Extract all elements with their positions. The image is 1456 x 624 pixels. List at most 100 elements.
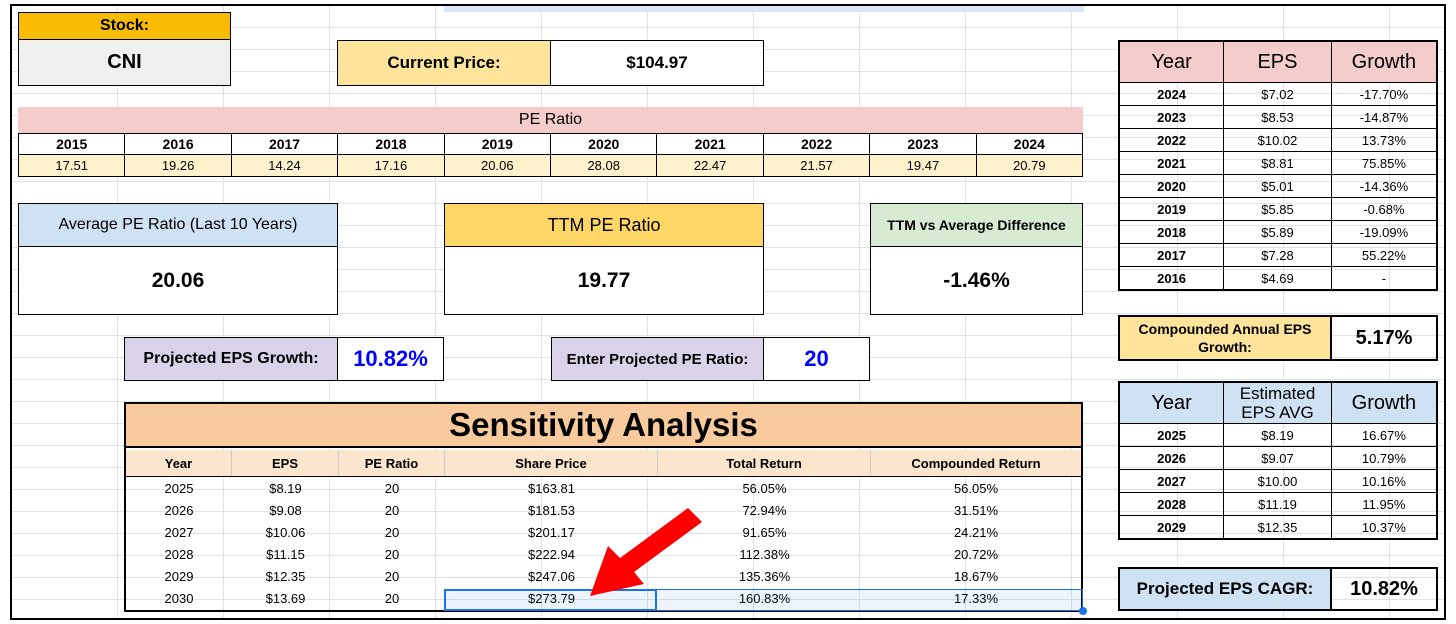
table-cell[interactable]: $7.28 [1223, 243, 1332, 267]
table-cell[interactable]: $10.02 [1223, 128, 1332, 152]
table-cell[interactable]: 10.79% [1330, 446, 1438, 470]
sensitivity-cell[interactable]: 18.67% [953, 568, 999, 584]
stock-ticker[interactable]: CNI [18, 40, 231, 86]
ttm-pe-value[interactable]: 19.77 [444, 247, 764, 315]
sensitivity-cell[interactable]: 20 [384, 524, 400, 540]
table-cell[interactable]: 2016 [1118, 266, 1225, 291]
table-cell[interactable]: 16.67% [1330, 423, 1438, 447]
sensitivity-cell[interactable]: 17.33% [953, 590, 999, 606]
table-cell[interactable]: 2022 [1118, 128, 1225, 152]
table-cell[interactable]: $9.07 [1223, 446, 1332, 470]
pe-value-cell[interactable]: 28.08 [551, 155, 658, 177]
table-cell[interactable]: $12.35 [1223, 515, 1332, 540]
sensitivity-cell[interactable]: 56.05% [953, 480, 999, 496]
sensitivity-cell[interactable]: $10.06 [265, 524, 306, 540]
sensitivity-cell[interactable]: $9.08 [269, 502, 302, 518]
sensitivity-cell[interactable]: $11.15 [266, 546, 305, 562]
table-cell[interactable]: $11.19 [1223, 492, 1332, 516]
sensitivity-cell[interactable]: 20.72% [953, 546, 999, 562]
sensitivity-cell[interactable]: 20 [384, 502, 400, 518]
table-cell[interactable]: - [1330, 266, 1438, 291]
table-header-cell: Growth [1330, 40, 1438, 83]
table-cell[interactable]: -0.68% [1330, 197, 1438, 221]
pe-value-cell[interactable]: 17.16 [338, 155, 445, 177]
table-cell[interactable]: $10.00 [1223, 469, 1332, 493]
pe-value-cell[interactable]: 22.47 [657, 155, 764, 177]
sensitivity-cell[interactable]: 2026 [164, 502, 194, 518]
sensitivity-cell[interactable]: 20 [384, 568, 400, 584]
table-cell[interactable]: $5.89 [1223, 220, 1332, 244]
sensitivity-cell[interactable]: $181.53 [528, 502, 575, 518]
table-cell[interactable]: 11.95% [1330, 492, 1438, 516]
table-cell[interactable]: 55.22% [1330, 243, 1438, 267]
sensitivity-cell[interactable]: $247.06 [528, 568, 575, 584]
table-cell[interactable]: 10.37% [1330, 515, 1438, 540]
sensitivity-cell[interactable]: 20 [384, 480, 400, 496]
sensitivity-cell[interactable]: 160.83% [738, 590, 791, 606]
sensitivity-cell[interactable]: 56.05% [742, 480, 787, 496]
cagr-eps-value[interactable]: 5.17% [1355, 326, 1413, 349]
table-cell[interactable]: 2019 [1118, 197, 1225, 221]
table-cell[interactable]: 2025 [1118, 423, 1225, 447]
pe-value-cell[interactable]: 19.26 [125, 155, 232, 177]
table-cell[interactable]: $8.53 [1223, 105, 1332, 129]
selected-cell[interactable] [444, 589, 657, 611]
table-cell[interactable]: $8.19 [1223, 423, 1332, 447]
pe-value-cell[interactable]: 20.06 [444, 155, 552, 177]
pe-value-cell[interactable]: 14.24 [231, 155, 339, 177]
sensitivity-cell[interactable]: 24.21% [953, 524, 999, 540]
table-cell[interactable]: 2020 [1118, 174, 1225, 198]
sensitivity-cell[interactable]: $163.81 [528, 480, 575, 496]
table-cell[interactable]: 2026 [1118, 446, 1225, 470]
sensitivity-cell[interactable]: 135.36% [738, 568, 791, 584]
table-cell[interactable]: $4.69 [1223, 266, 1332, 291]
sensitivity-cell[interactable]: 2027 [164, 524, 194, 540]
pe-value-cell[interactable]: 17.51 [18, 155, 126, 177]
sensitivity-cell[interactable]: 91.65% [742, 524, 787, 540]
table-cell[interactable]: $5.01 [1223, 174, 1332, 198]
table-cell[interactable]: -14.87% [1330, 105, 1438, 129]
current-price-value[interactable]: $104.97 [551, 40, 764, 86]
sensitivity-cell[interactable]: 31.51% [953, 502, 999, 518]
table-cell[interactable]: 10.16% [1330, 469, 1438, 493]
sensitivity-cell[interactable]: 20 [384, 590, 400, 606]
projected-eps-growth-value[interactable]: 10.82% [338, 337, 444, 381]
sensitivity-cell[interactable]: 2029 [164, 568, 194, 584]
table-cell[interactable]: 2027 [1118, 469, 1225, 493]
table-cell[interactable]: 2023 [1118, 105, 1225, 129]
table-cell[interactable]: -19.09% [1330, 220, 1438, 244]
projected-pe-input[interactable]: 20 [764, 337, 870, 381]
sensitivity-cell[interactable]: 112.38% [739, 546, 790, 562]
sensitivity-cell[interactable]: 72.94% [742, 502, 787, 518]
avg-pe-value[interactable]: 20.06 [18, 247, 338, 315]
table-cell[interactable]: -14.36% [1330, 174, 1438, 198]
projected-cagr-value[interactable]: 10.82% [1350, 577, 1418, 600]
pe-value-cell[interactable]: 21.57 [763, 155, 871, 177]
table-cell[interactable]: 2017 [1118, 243, 1225, 267]
sensitivity-cell[interactable]: $273.79 [528, 590, 575, 606]
table-cell[interactable]: 2024 [1118, 82, 1225, 106]
sensitivity-cell[interactable]: 20 [384, 546, 400, 562]
sensitivity-cell[interactable]: $201.17 [528, 524, 575, 540]
table-cell[interactable]: 2029 [1118, 515, 1225, 540]
fill-handle[interactable] [1079, 607, 1087, 615]
table-cell[interactable]: 2028 [1118, 492, 1225, 516]
sensitivity-cell[interactable]: $13.69 [265, 590, 306, 606]
sensitivity-cell[interactable]: 2028 [164, 546, 194, 562]
sensitivity-cell[interactable]: $8.19 [269, 480, 302, 496]
table-cell[interactable]: $5.85 [1223, 197, 1332, 221]
sensitivity-cell[interactable]: $12.35 [265, 568, 306, 584]
ttm-vs-avg-value[interactable]: -1.46% [870, 247, 1083, 315]
sensitivity-cell[interactable]: 2030 [164, 590, 194, 606]
table-cell[interactable]: 13.73% [1330, 128, 1438, 152]
sensitivity-cell[interactable]: $222.94 [528, 546, 575, 562]
table-cell[interactable]: -17.70% [1330, 82, 1438, 106]
table-cell[interactable]: 2021 [1118, 151, 1225, 175]
pe-value-cell[interactable]: 20.79 [976, 155, 1084, 177]
table-cell[interactable]: 2018 [1118, 220, 1225, 244]
table-cell[interactable]: $7.02 [1223, 82, 1332, 106]
table-cell[interactable]: $8.81 [1223, 151, 1332, 175]
pe-value-cell[interactable]: 19.47 [870, 155, 977, 177]
table-cell[interactable]: 75.85% [1330, 151, 1438, 175]
sensitivity-cell[interactable]: 2025 [164, 480, 194, 496]
